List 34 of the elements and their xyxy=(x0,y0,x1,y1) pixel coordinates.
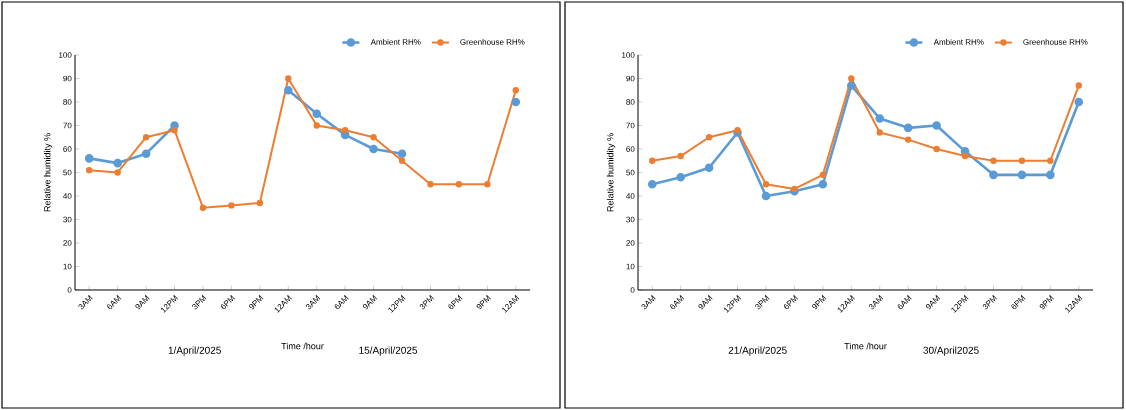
x-axis-title: Time /hour xyxy=(844,342,887,350)
legend-label: Ambient RH% xyxy=(370,38,421,45)
y-tick-label: 80 xyxy=(63,99,72,105)
y-tick-label: 60 xyxy=(63,146,72,152)
y-tick-label: 100 xyxy=(622,52,635,58)
y-tick-label: 10 xyxy=(626,263,635,270)
y-axis-title: Relative humidity % xyxy=(43,133,53,212)
y-tick-label: 50 xyxy=(63,169,72,176)
text: 21/April/2025 xyxy=(728,346,787,356)
y-tick-label: 0 xyxy=(630,287,635,293)
text: 1/April/2025 xyxy=(168,346,221,356)
y-axis-title: Relative humidity % xyxy=(606,133,616,212)
y-tick-label: 40 xyxy=(626,193,635,199)
y-tick-label: 90 xyxy=(626,75,635,82)
y-tick-label: 30 xyxy=(63,216,72,223)
text: 15/April/2025 xyxy=(359,346,418,356)
y-tick-label: 30 xyxy=(626,216,635,223)
y-tick-label: 40 xyxy=(63,193,72,199)
legend-label: Ambient RH% xyxy=(933,38,984,45)
text: 30/April2025 xyxy=(923,346,979,356)
y-tick-label: 70 xyxy=(626,122,635,129)
y-tick-label: 60 xyxy=(626,146,635,152)
y-tick-label: 100 xyxy=(59,52,72,58)
y-tick-label: 10 xyxy=(63,263,72,270)
legend-label: Greenhouse RH% xyxy=(460,38,525,45)
y-tick-label: 70 xyxy=(63,122,72,129)
y-tick-label: 20 xyxy=(63,240,72,246)
y-tick-label: 90 xyxy=(63,75,72,82)
y-tick-label: 0 xyxy=(67,287,72,293)
legend-label: Greenhouse RH% xyxy=(1023,38,1088,45)
y-tick-label: 50 xyxy=(626,169,635,176)
y-tick-label: 20 xyxy=(626,240,635,246)
x-axis-title: Time /hour xyxy=(281,342,324,350)
y-tick-label: 80 xyxy=(626,99,635,105)
